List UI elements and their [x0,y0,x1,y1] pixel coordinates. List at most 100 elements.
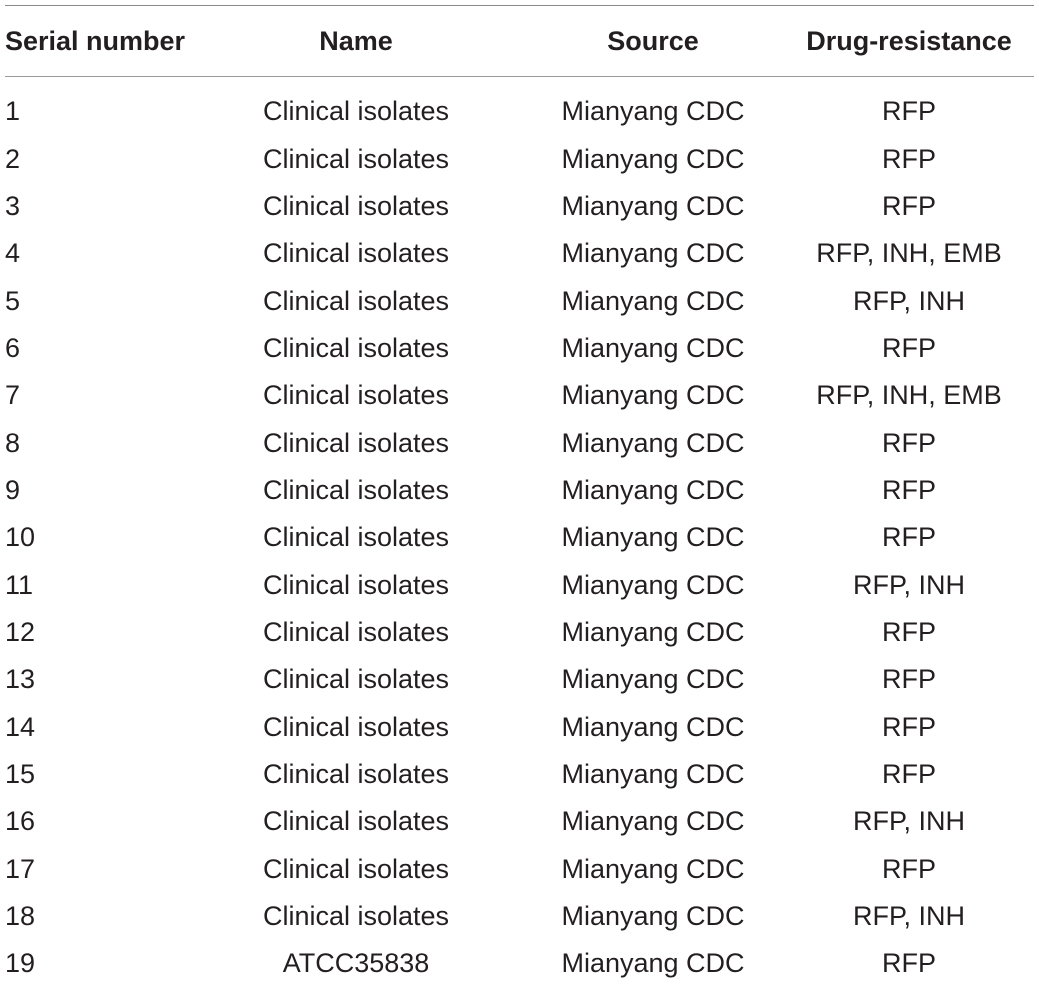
table-row: 16 Clinical isolates Mianyang CDC RFP, INH [5,798,1034,845]
source-cell: Mianyang CDC [561,901,745,932]
serial-number-cell: 2 [5,143,21,174]
table-row: 3 Clinical isolates Mianyang CDC RFP [5,183,1034,230]
name-cell: Clinical isolates [262,758,450,789]
drug-resistance-cell: RFP, INH [852,806,966,837]
drug-resistance-cell: RFP [882,616,936,647]
table-row: 9 Clinical isolates Mianyang CDC RFP [5,467,1034,514]
name-cell: Clinical isolates [262,901,450,932]
serial-number-cell: 5 [5,285,21,316]
name-cell: Clinical isolates [262,853,450,884]
header-name: Name [319,25,393,56]
serial-number-cell: 8 [5,427,21,458]
name-cell: Clinical isolates [262,427,450,458]
table-row: 18 Clinical isolates Mianyang CDC RFP, INH [5,893,1034,940]
source-cell: Mianyang CDC [561,664,745,695]
drug-resistance-cell: RFP [882,711,936,742]
name-cell: Clinical isolates [262,285,450,316]
name-cell: Clinical isolates [262,711,450,742]
source-cell: Mianyang CDC [561,806,745,837]
serial-number-cell: 1 [5,96,21,127]
name-cell: Clinical isolates [262,664,450,695]
name-cell: Clinical isolates [262,380,450,411]
serial-number-cell: 19 [5,948,36,979]
name-cell: Clinical isolates [262,806,450,837]
table-row: 8 Clinical isolates Mianyang CDC RFP [5,419,1034,466]
serial-number-cell: 3 [5,190,21,221]
source-cell: Mianyang CDC [561,427,745,458]
serial-number-cell: 13 [5,664,36,695]
serial-number-cell: 4 [5,238,21,269]
serial-number-cell: 18 [5,901,36,932]
source-cell: Mianyang CDC [561,711,745,742]
source-cell: Mianyang CDC [561,569,745,600]
table-row: 12 Clinical isolates Mianyang CDC RFP [5,609,1034,656]
drug-resistance-cell: RFP [882,522,936,553]
table-row: 13 Clinical isolates Mianyang CDC RFP [5,656,1034,703]
table-row: 17 Clinical isolates Mianyang CDC RFP [5,846,1034,893]
drug-resistance-cell: RFP [882,948,936,979]
serial-number-cell: 15 [5,758,36,789]
table-row: 15 Clinical isolates Mianyang CDC RFP [5,751,1034,798]
name-cell: Clinical isolates [262,332,450,363]
name-cell: Clinical isolates [262,616,450,647]
name-cell: Clinical isolates [262,96,450,127]
source-cell: Mianyang CDC [561,190,745,221]
table-row: 6 Clinical isolates Mianyang CDC RFP [5,325,1034,372]
header-source: Source [607,25,699,56]
source-cell: Mianyang CDC [561,285,745,316]
source-cell: Mianyang CDC [561,522,745,553]
name-cell: Clinical isolates [262,238,450,269]
table-header-row: Serial number Name Source Drug-resistanc… [5,6,1034,76]
table-row: 2 Clinical isolates Mianyang CDC RFP [5,135,1034,182]
source-cell: Mianyang CDC [561,332,745,363]
drug-resistance-cell: RFP [882,427,936,458]
serial-number-cell: 12 [5,616,36,647]
header-drug-resistance: Drug-resistance [806,25,1012,56]
serial-number-cell: 14 [5,711,36,742]
source-cell: Mianyang CDC [561,948,745,979]
drug-resistance-cell: RFP [882,758,936,789]
header-serial-number: Serial number [5,25,186,56]
source-cell: Mianyang CDC [561,238,745,269]
drug-resistance-cell: RFP, INH [852,901,966,932]
drug-resistance-cell: RFP [882,143,936,174]
source-cell: Mianyang CDC [561,380,745,411]
name-cell: Clinical isolates [262,474,450,505]
name-cell: Clinical isolates [262,569,450,600]
serial-number-cell: 9 [5,474,21,505]
name-cell: Clinical isolates [262,522,450,553]
serial-number-cell: 17 [5,853,36,884]
drug-resistance-cell: RFP [882,190,936,221]
table-row: 4 Clinical isolates Mianyang CDC RFP, INH, … [5,230,1034,277]
table-body: 1 Clinical isolates Mianyang CDC RFP 2 Clinic… [5,77,1034,988]
table-row: 1 Clinical isolates Mianyang CDC RFP [5,88,1034,135]
drug-resistance-cell: RFP [882,664,936,695]
drug-resistance-cell: RFP, INH, EMB [816,238,1002,269]
table-row: 10 Clinical isolates Mianyang CDC RFP [5,514,1034,561]
drug-resistance-cell: RFP [882,332,936,363]
table-header-rule [5,76,1034,77]
drug-resistance-cell: RFP, INH, EMB [816,380,1002,411]
name-cell: Clinical isolates [262,190,450,221]
table-row: 14 Clinical isolates Mianyang CDC RFP [5,703,1034,750]
table-top-rule [5,5,1034,6]
source-cell: Mianyang CDC [561,616,745,647]
table-row: 5 Clinical isolates Mianyang CDC RFP, INH [5,277,1034,324]
source-cell: Mianyang CDC [561,474,745,505]
drug-resistance-cell: RFP, INH [852,285,966,316]
source-cell: Mianyang CDC [561,96,745,127]
drug-resistance-cell: RFP [882,96,936,127]
serial-number-cell: 6 [5,332,21,363]
drug-resistance-cell: RFP, INH [852,569,966,600]
name-cell: Clinical isolates [262,143,450,174]
name-cell: ATCC35838 [282,948,430,979]
source-cell: Mianyang CDC [561,853,745,884]
serial-number-cell: 16 [5,806,36,837]
table-row: 11 Clinical isolates Mianyang CDC RFP, INH [5,561,1034,608]
drug-resistance-cell: RFP [882,853,936,884]
table-row: 7 Clinical isolates Mianyang CDC RFP, INH, … [5,372,1034,419]
drug-resistance-cell: RFP [882,474,936,505]
serial-number-cell: 10 [5,522,36,553]
source-cell: Mianyang CDC [561,758,745,789]
table-row: 19 ATCC35838 Mianyang CDC RFP [5,940,1034,987]
